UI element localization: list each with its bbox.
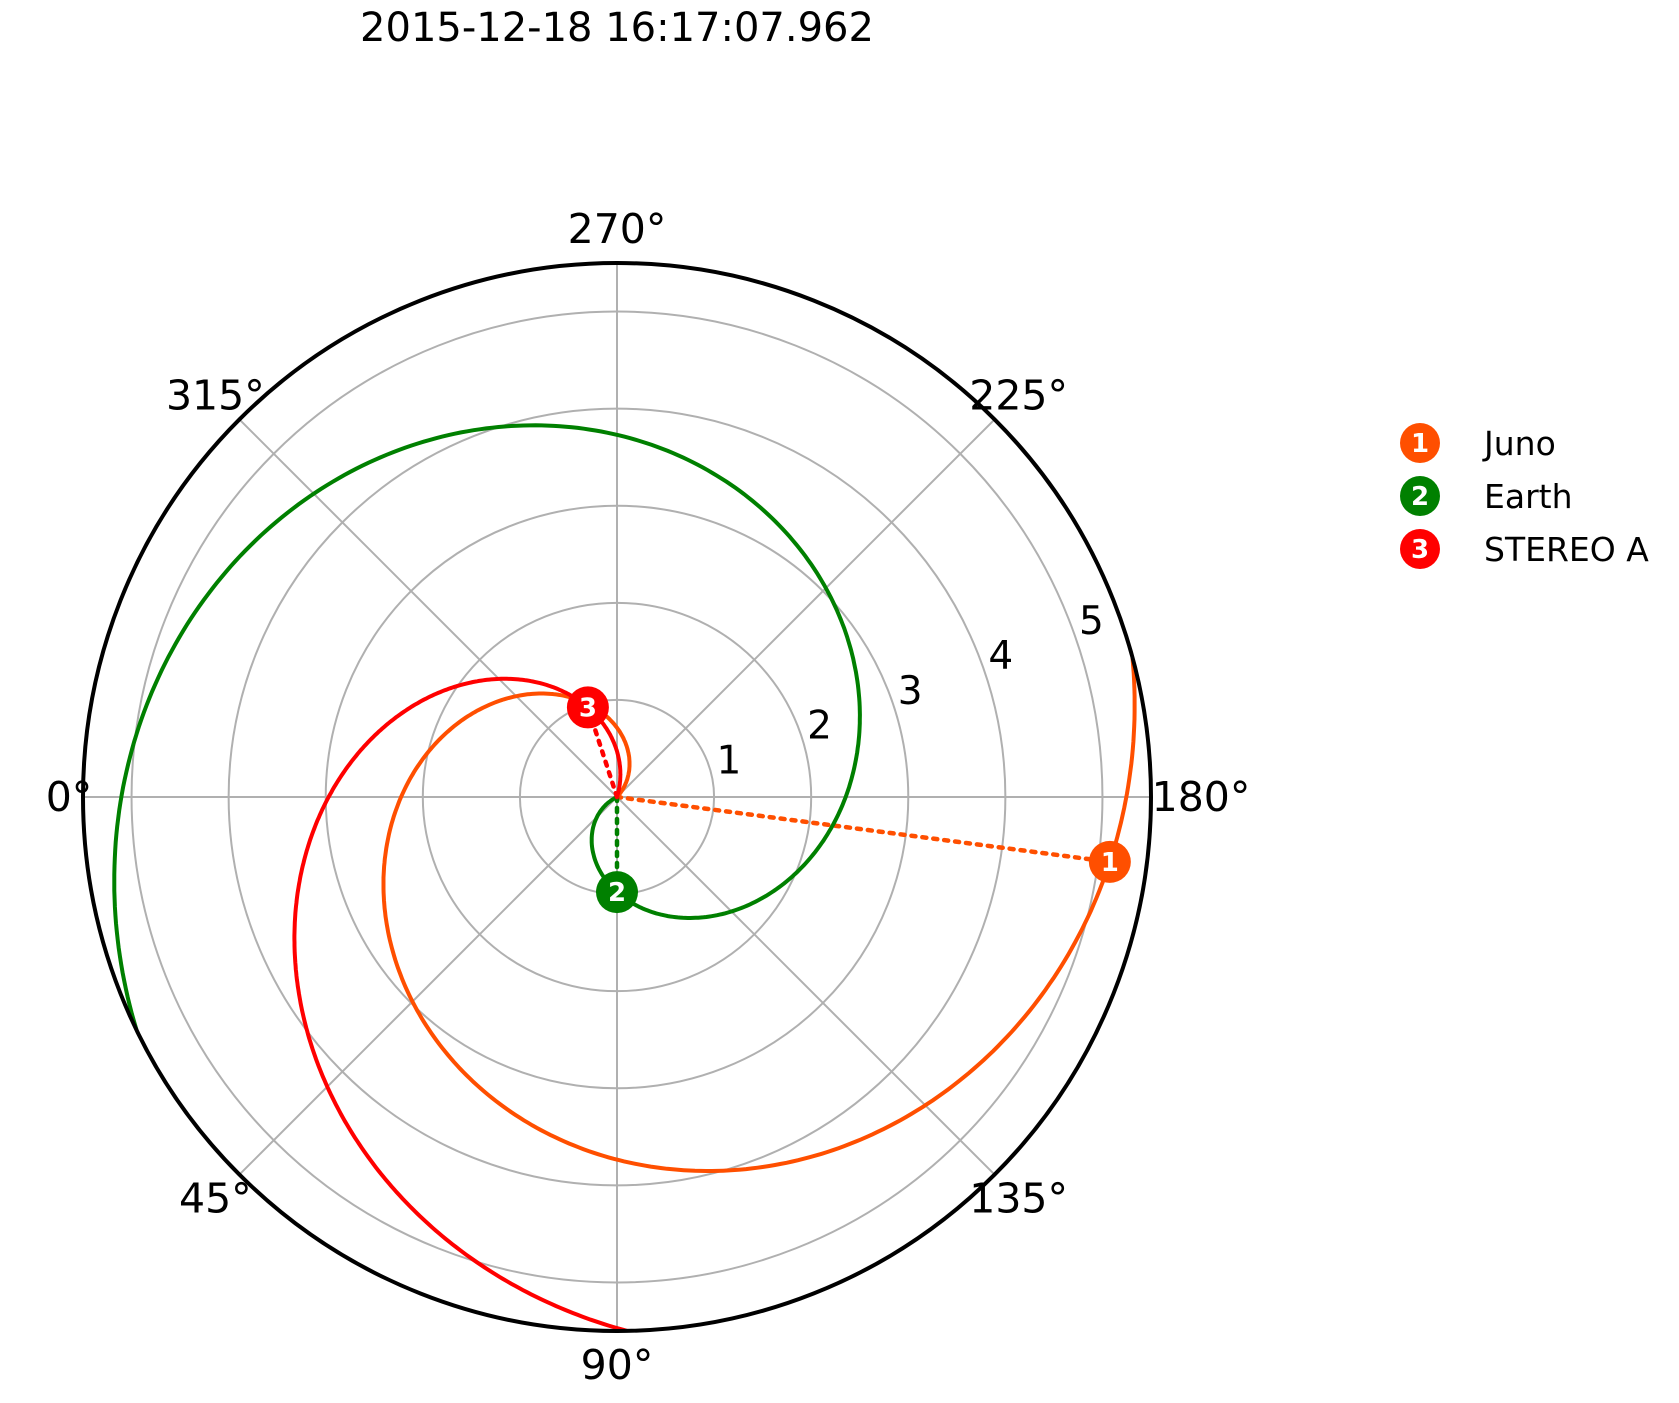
marker-label-earth: 2 [608,878,626,908]
legend-entry-juno: Juno [1482,424,1556,463]
legend-marker-label-earth: 2 [1411,482,1429,512]
legend-marker-juno [1400,423,1440,463]
angular-tick-label-135: 135° [969,1175,1068,1223]
legend-marker-stereo-a [1400,529,1440,569]
legend-entry-earth: Earth [1484,477,1573,516]
angular-tick-label-90: 90° [581,1341,654,1389]
radial-tick-label-2: 2 [807,704,832,749]
radial-tick-label-1: 1 [716,738,741,783]
angular-gridline-315 [238,418,618,798]
angular-tick-label-45: 45° [179,1175,252,1223]
angular-tick-label-0: 0° [46,773,93,821]
angular-tick-labels: 0° 45° 90° 135° 180° 225° 270° 315° [46,205,1251,1389]
radial-tick-label-5: 5 [1079,599,1104,644]
radial-tick-label-3: 3 [898,669,923,714]
angular-tick-label-180: 180° [1152,773,1251,821]
marker-label-stereo-a: 3 [579,693,597,723]
connector-juno [614,794,1113,865]
radial-tick-label-4: 4 [988,634,1013,679]
marker-earth [596,871,638,914]
legend-marker-label-juno: 1 [1411,429,1429,459]
angular-tick-label-315: 315° [166,371,265,419]
marker-label-juno: 1 [1101,848,1119,878]
angular-gridline-135 [616,796,996,1176]
polar-frame [81,261,1153,1333]
spiral-juno [381,657,1137,1173]
legend-entry-stereo-a: STEREO A [1484,530,1649,569]
marker-stereo-a [566,686,609,729]
legend: 1 Juno 2 Earth 3 STEREO A [1400,423,1649,569]
angular-gridline-225 [616,418,996,798]
marker-juno [1088,840,1131,883]
legend-marker-earth [1400,476,1440,516]
angular-gridline-45 [238,796,618,1176]
angular-tick-label-270: 270° [568,205,667,253]
spiral-stereo-a [292,676,628,1331]
angular-tick-label-225: 225° [969,371,1068,419]
polar-grid [83,263,1151,1331]
marker-layer: 1 2 3 [566,686,1131,914]
radial-tick-labels: 1 2 3 4 5 [716,599,1103,783]
legend-marker-label-stereo-a: 3 [1411,535,1429,565]
chart-title: 2015-12-18 16:17:07.962 [360,5,874,51]
